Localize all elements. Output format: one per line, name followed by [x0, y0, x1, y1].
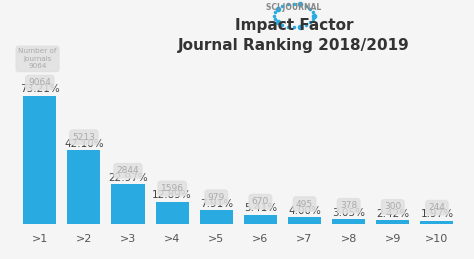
Text: 300: 300: [384, 202, 401, 211]
Text: 3.05%: 3.05%: [332, 207, 365, 218]
Text: 495: 495: [296, 200, 313, 208]
Bar: [111, 184, 145, 224]
Text: 5.41%: 5.41%: [244, 203, 277, 213]
Text: Number of
journals
9064: Number of journals 9064: [18, 48, 57, 69]
Text: 1596: 1596: [161, 184, 183, 193]
Bar: [67, 150, 100, 224]
Text: 979: 979: [208, 193, 225, 202]
Bar: [244, 215, 277, 224]
Text: 5213: 5213: [73, 133, 95, 142]
Text: 73.21%: 73.21%: [20, 84, 60, 94]
Text: 22.97%: 22.97%: [108, 172, 148, 183]
Text: 7.91%: 7.91%: [200, 199, 233, 209]
Bar: [23, 96, 56, 224]
Text: 1.97%: 1.97%: [420, 210, 454, 219]
Text: 42.10%: 42.10%: [64, 139, 104, 149]
Bar: [332, 219, 365, 224]
Text: 2.42%: 2.42%: [376, 208, 410, 219]
Text: 12.89%: 12.89%: [152, 190, 192, 200]
Bar: [155, 202, 189, 224]
Text: SCI JOURNAL: SCI JOURNAL: [266, 3, 321, 12]
Text: 378: 378: [340, 201, 357, 210]
Text: 4.00%: 4.00%: [288, 206, 321, 216]
Text: 9064: 9064: [28, 78, 51, 87]
Text: 2844: 2844: [117, 166, 139, 175]
Bar: [288, 217, 321, 224]
Text: 670: 670: [252, 197, 269, 206]
Bar: [420, 221, 454, 224]
Text: Impact Factor
Journal Ranking 2018/2019: Impact Factor Journal Ranking 2018/2019: [178, 18, 410, 53]
Bar: [200, 210, 233, 224]
Bar: [376, 220, 410, 224]
Text: 244: 244: [428, 203, 446, 212]
